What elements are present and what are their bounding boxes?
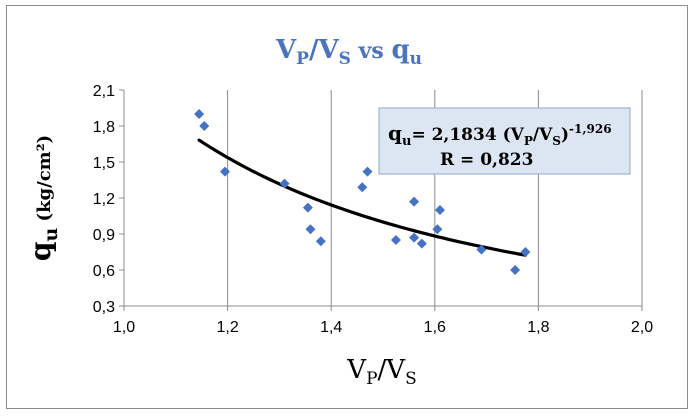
data-point: [357, 182, 368, 193]
ticks-layer: 1,0 1,2 1,4 1,6 1,8 2,0 0,3 0,6 0,9 1,2 1,5 1,8 2,1: [93, 83, 653, 336]
y-tick-label: 0,9: [93, 227, 115, 244]
points-layer: [194, 109, 531, 275]
data-point: [305, 224, 316, 235]
y-tick-label: 2,1: [93, 83, 115, 100]
x-tick-label: 1,8: [527, 319, 549, 336]
data-point: [194, 109, 205, 119]
data-point: [434, 205, 445, 215]
data-point: [520, 247, 531, 257]
y-tick-label: 0,3: [93, 299, 115, 316]
data-point: [390, 235, 401, 245]
y-tick-label: 0,6: [93, 263, 115, 280]
y-tick-label: 1,8: [93, 119, 115, 136]
r-value-text: R = 0,823: [440, 150, 533, 170]
data-point: [302, 202, 313, 213]
data-point: [409, 232, 420, 243]
x-axis-label: VP/VS: [346, 355, 416, 389]
y-tick-label: 1,5: [93, 155, 115, 172]
data-point: [432, 224, 443, 235]
chart-title: VP/VS vs qu: [275, 35, 422, 69]
y-axis-label: qu (kg/cm²): [24, 135, 62, 261]
data-point: [199, 121, 210, 131]
data-point: [416, 238, 427, 249]
equation-text: qu= 2,1834 (VP/VS)-1,926: [388, 121, 612, 149]
x-tick-label: 1,4: [320, 319, 342, 336]
data-point: [220, 166, 231, 177]
equation-box-bg: [378, 107, 631, 175]
trendline-layer: [197, 138, 528, 257]
data-point: [476, 244, 487, 255]
x-tick-label: 2,0: [631, 319, 653, 336]
data-point: [279, 178, 290, 189]
y-tick-label: 1,2: [93, 191, 115, 208]
x-tick-label: 1,0: [113, 319, 135, 336]
data-point: [315, 236, 326, 247]
power-trendline: [197, 138, 528, 257]
equation-box: qu= 2,1834 (VP/VS)-1,926 R = 0,823: [378, 107, 631, 175]
chart-frame: [6, 5, 688, 409]
data-point: [362, 166, 373, 177]
x-tick-label: 1,2: [216, 319, 238, 336]
data-point: [510, 265, 521, 275]
x-tick-label: 1,6: [424, 319, 446, 336]
data-point: [409, 196, 420, 207]
